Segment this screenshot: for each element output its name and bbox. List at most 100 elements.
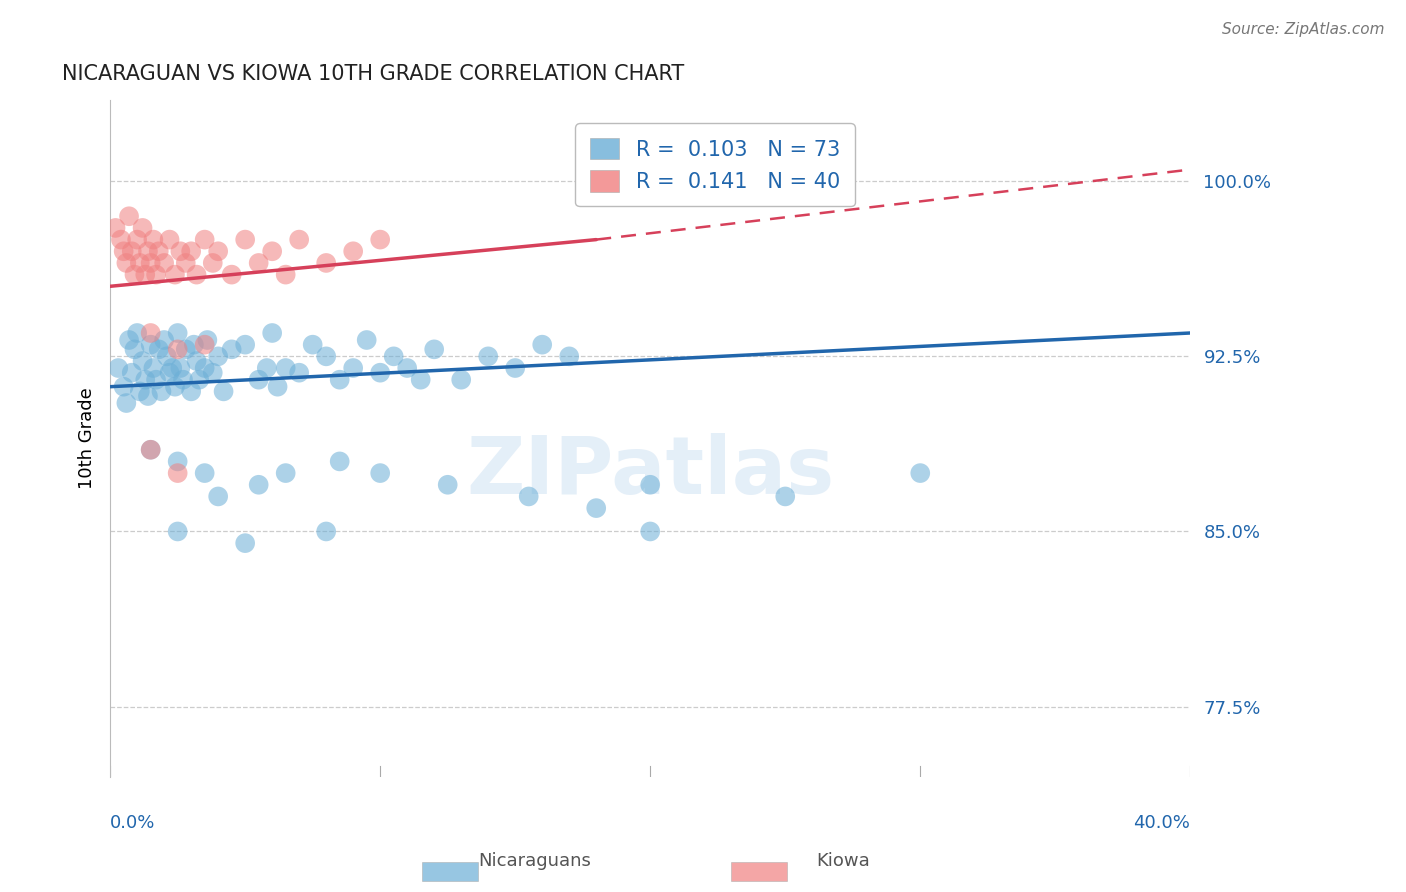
Text: 40.0%: 40.0%	[1133, 814, 1191, 832]
Point	[166, 466, 188, 480]
Point	[110, 233, 132, 247]
Point	[356, 333, 378, 347]
Point	[262, 244, 284, 259]
Point	[233, 337, 256, 351]
Point	[128, 384, 150, 399]
Point	[174, 256, 197, 270]
Text: Nicaraguans: Nicaraguans	[478, 852, 591, 870]
Point	[186, 268, 208, 282]
Point	[194, 337, 217, 351]
Point	[256, 361, 278, 376]
Point	[247, 256, 270, 270]
Point	[169, 244, 191, 259]
Point	[159, 233, 181, 247]
Point	[148, 244, 170, 259]
Point	[207, 490, 229, 504]
Point	[207, 349, 229, 363]
Point	[329, 373, 352, 387]
Point	[166, 343, 188, 357]
Text: ZIPatlas: ZIPatlas	[467, 433, 834, 511]
Point	[247, 373, 270, 387]
Point	[221, 343, 243, 357]
Point	[121, 366, 143, 380]
Point	[145, 268, 167, 282]
Point	[139, 256, 162, 270]
Legend: R =  0.103   N = 73, R =  0.141   N = 40: R = 0.103 N = 73, R = 0.141 N = 40	[575, 123, 855, 206]
Point	[517, 490, 540, 504]
Point	[382, 349, 405, 363]
Point	[142, 361, 165, 376]
Point	[342, 361, 364, 376]
Point	[638, 524, 661, 539]
Point	[194, 233, 217, 247]
Point	[288, 366, 311, 380]
Point	[131, 221, 153, 235]
Point	[212, 384, 235, 399]
Point	[409, 373, 432, 387]
Point	[503, 361, 526, 376]
Point	[183, 337, 205, 351]
Point	[124, 343, 146, 357]
Point	[207, 244, 229, 259]
Point	[139, 442, 162, 457]
Point	[115, 396, 138, 410]
Point	[174, 343, 197, 357]
Point	[148, 343, 170, 357]
Point	[186, 354, 208, 368]
Point	[266, 380, 288, 394]
Point	[315, 524, 337, 539]
Point	[127, 233, 149, 247]
Point	[104, 221, 127, 235]
Point	[368, 466, 391, 480]
Point	[162, 361, 184, 376]
Point	[221, 268, 243, 282]
Point	[329, 454, 352, 468]
Point	[139, 442, 162, 457]
Point	[396, 361, 419, 376]
Point	[773, 490, 796, 504]
Point	[450, 373, 472, 387]
Point	[145, 373, 167, 387]
Point	[127, 326, 149, 340]
Point	[531, 337, 554, 351]
Point	[163, 268, 186, 282]
Text: Source: ZipAtlas.com: Source: ZipAtlas.com	[1222, 22, 1385, 37]
Point	[274, 361, 297, 376]
Point	[166, 454, 188, 468]
Point	[201, 366, 224, 380]
Point	[134, 373, 156, 387]
Point	[136, 244, 159, 259]
Point	[288, 233, 311, 247]
Point	[274, 268, 297, 282]
Point	[436, 477, 458, 491]
Y-axis label: 10th Grade: 10th Grade	[79, 387, 96, 489]
Text: 0.0%: 0.0%	[110, 814, 156, 832]
Point	[423, 343, 446, 357]
Point	[201, 256, 224, 270]
Point	[150, 384, 173, 399]
Text: Kiowa: Kiowa	[817, 852, 870, 870]
Point	[153, 256, 176, 270]
Point	[247, 477, 270, 491]
Point	[233, 233, 256, 247]
Point	[262, 326, 284, 340]
Point	[134, 268, 156, 282]
Point	[194, 361, 217, 376]
Point	[163, 380, 186, 394]
Point	[233, 536, 256, 550]
Point	[368, 233, 391, 247]
Point	[139, 337, 162, 351]
Point	[910, 466, 932, 480]
Point	[121, 244, 143, 259]
Point	[112, 244, 135, 259]
Point	[112, 380, 135, 394]
Point	[136, 389, 159, 403]
Point	[638, 477, 661, 491]
Point	[159, 366, 181, 380]
Point	[585, 501, 607, 516]
Point	[274, 466, 297, 480]
Point	[118, 333, 141, 347]
Point	[142, 233, 165, 247]
Point	[153, 333, 176, 347]
Point	[194, 466, 217, 480]
